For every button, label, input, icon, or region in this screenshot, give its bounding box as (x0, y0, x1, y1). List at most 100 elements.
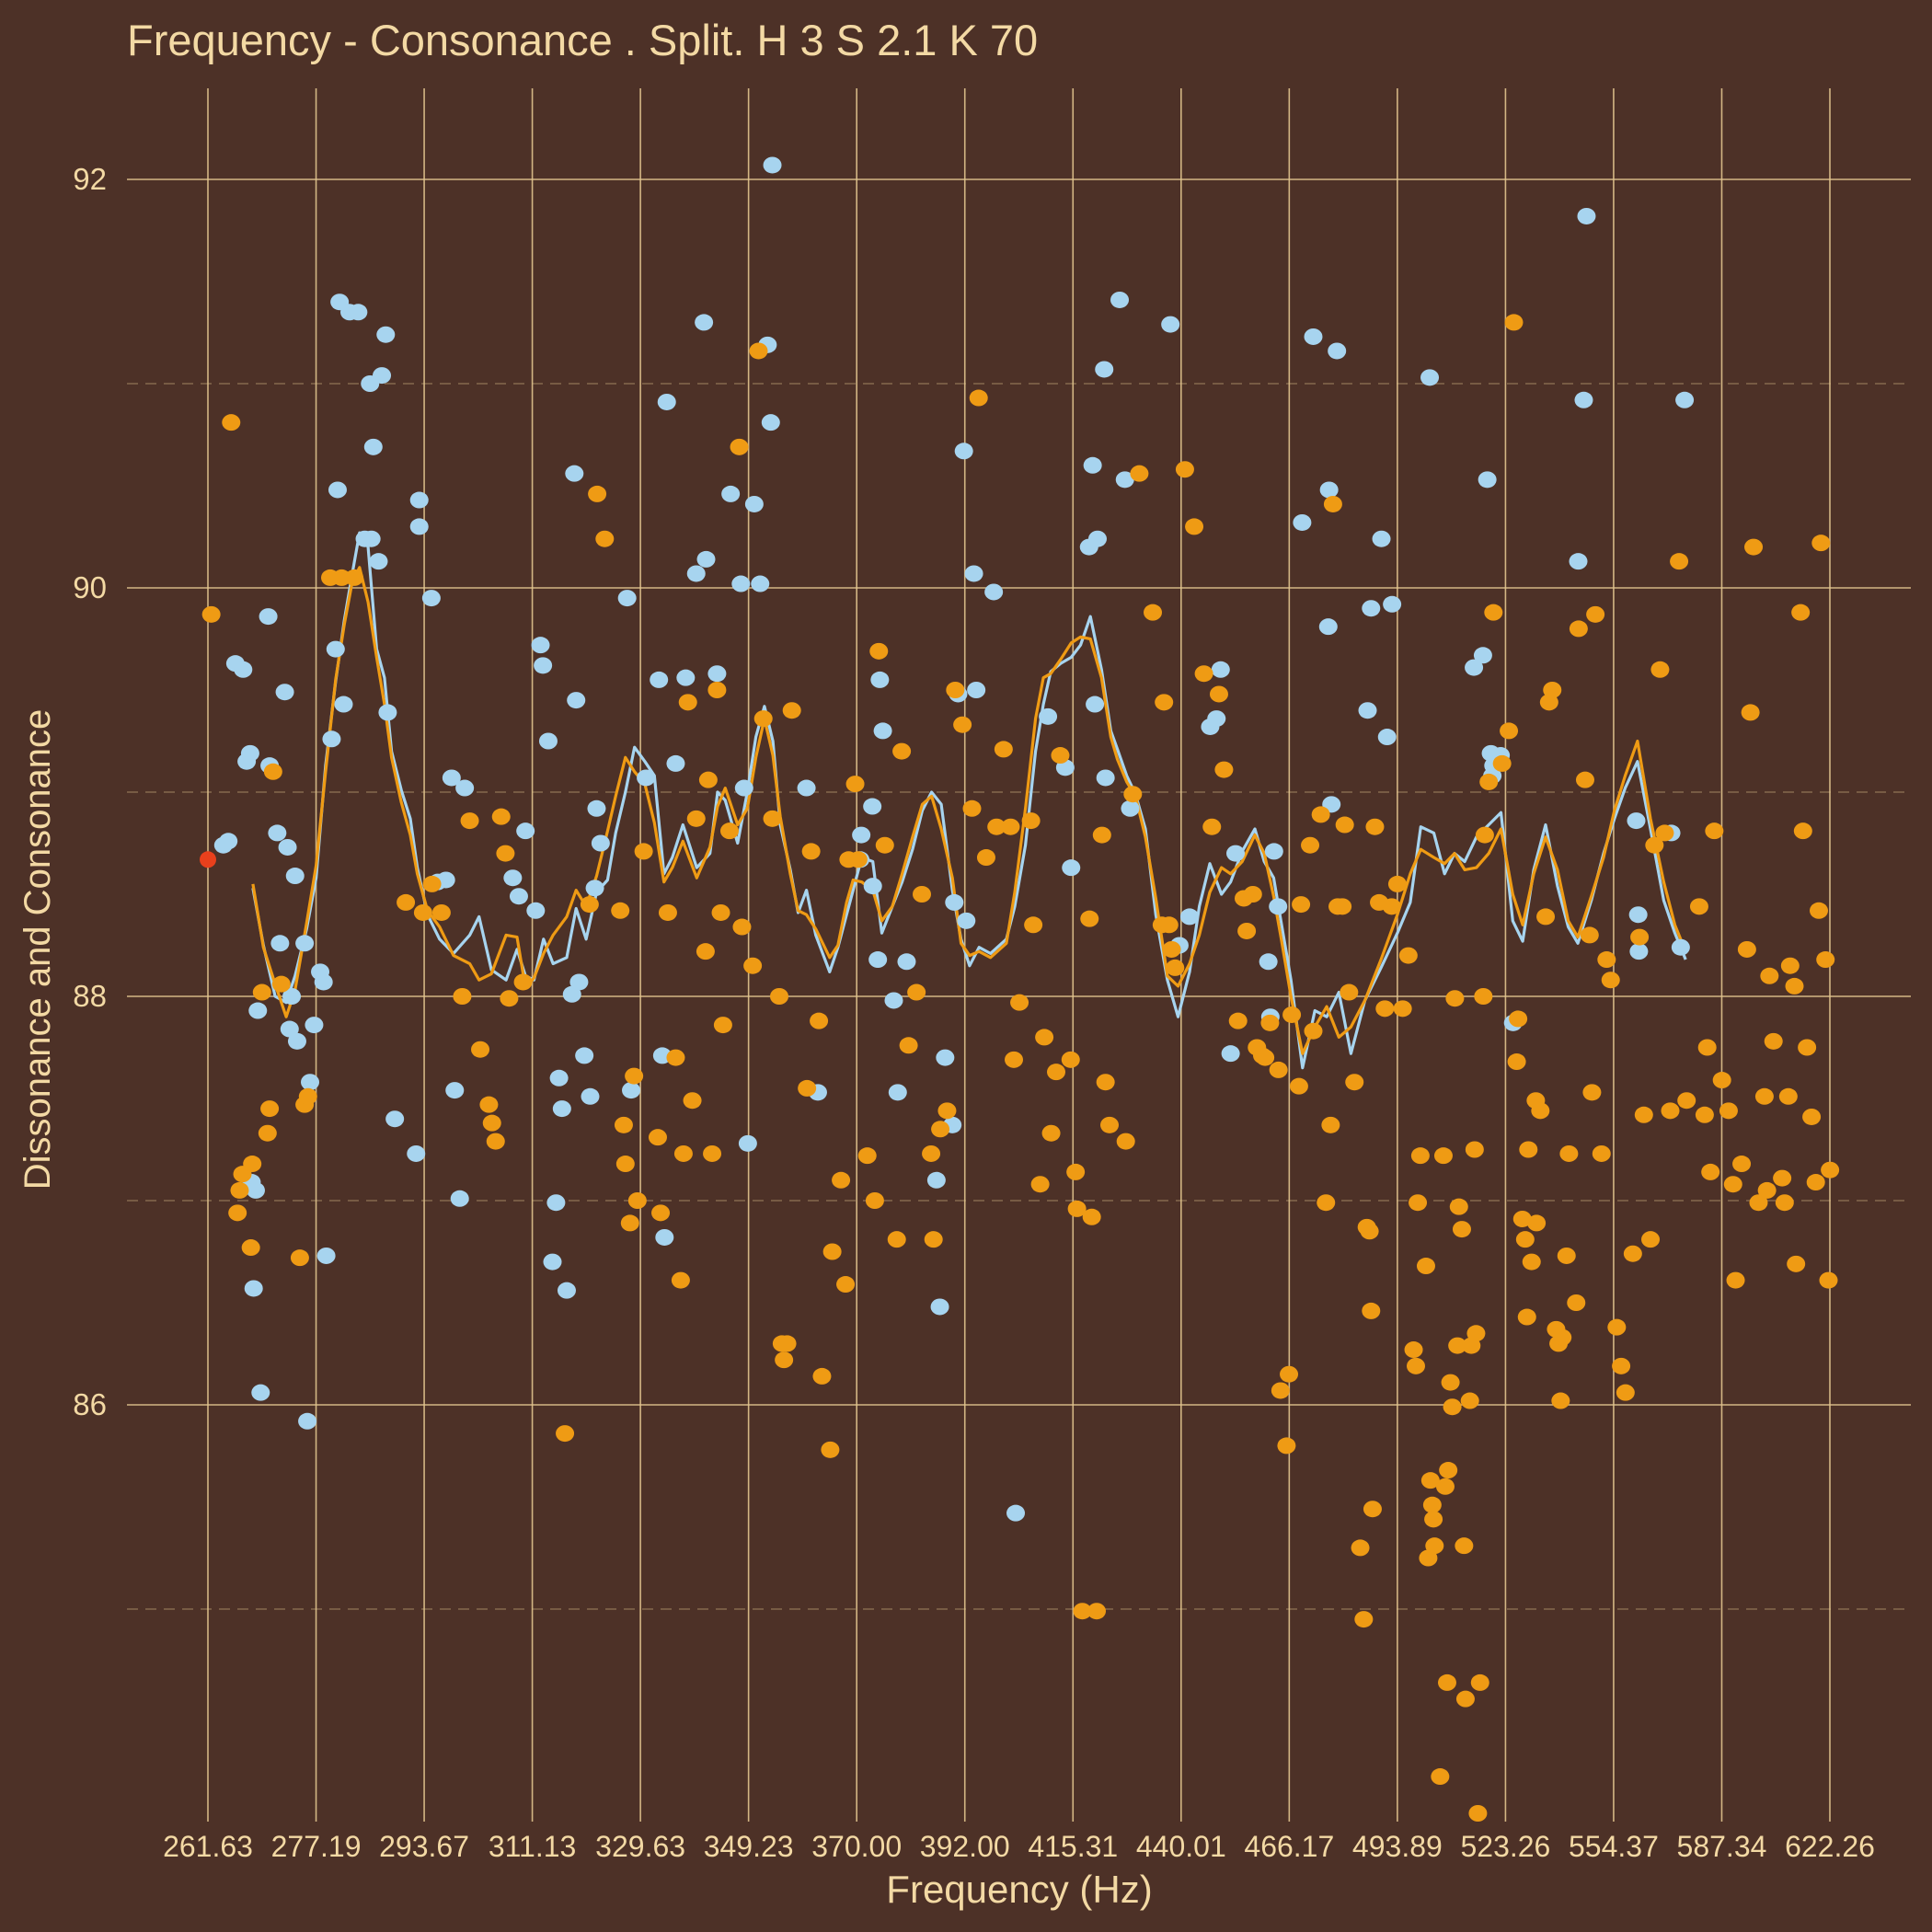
series-b-point (486, 1133, 505, 1150)
series-a-point (954, 443, 973, 460)
series-a-point (373, 367, 392, 385)
series-a-point (1318, 618, 1338, 636)
series-b-point (241, 1239, 260, 1257)
series-a-point (334, 696, 353, 713)
series-b-point (1522, 1253, 1541, 1271)
series-a-point (1226, 845, 1246, 862)
x-tick-label: 493.89 (1352, 1830, 1443, 1863)
series-a-point (622, 1082, 641, 1099)
series-b-point (1269, 1061, 1288, 1078)
series-a-point (888, 1084, 907, 1101)
series-b-point (1282, 1006, 1302, 1023)
series-a-point (326, 640, 345, 658)
series-a-point (1304, 328, 1323, 345)
series-a-point (1039, 707, 1058, 725)
series-b-point (1531, 1102, 1550, 1120)
series-b-point (1655, 824, 1674, 842)
series-a-point (1121, 799, 1140, 817)
series-b-point (924, 1231, 943, 1248)
series-b-point (1194, 665, 1213, 683)
series-b-point (907, 983, 926, 1001)
series-b-point (782, 702, 801, 719)
series-b-point (1449, 1198, 1468, 1215)
series-a-point (322, 730, 341, 748)
series-b-point (290, 1249, 309, 1267)
series-a-point (538, 732, 558, 750)
series-a-point (280, 1020, 299, 1038)
tick-labels: 261.63 277.19 293.67 311.13 329.63 349.23 370.… (73, 162, 1875, 1863)
series-a-point (666, 754, 685, 772)
series-b-point (1816, 951, 1835, 969)
series-a-point (585, 880, 604, 897)
series-b-point (1092, 826, 1111, 844)
series-b-point (1404, 1341, 1423, 1359)
series-b-point (711, 903, 730, 921)
series-b-point (810, 1012, 829, 1029)
series-a-point (1211, 661, 1230, 678)
series-a-point (565, 465, 584, 482)
series-b-point (611, 902, 630, 919)
series-b-point (1601, 972, 1620, 989)
series-a-point (436, 871, 455, 889)
series-b-point (413, 903, 432, 921)
series-b-point (1024, 916, 1043, 934)
series-b-point (620, 1214, 639, 1232)
series-a-point (575, 1047, 594, 1064)
series-b-point (1793, 822, 1812, 840)
series-a-point (617, 590, 637, 607)
series-b-point (703, 1144, 722, 1162)
series-b-point (848, 851, 868, 868)
series-a-line (251, 531, 1687, 1070)
series-a-point (534, 657, 553, 674)
series-a-point (957, 912, 976, 929)
series-b-point (588, 485, 607, 502)
series-a-point (591, 834, 610, 852)
series-b-point (832, 1171, 851, 1189)
series-b-point (1787, 1255, 1806, 1272)
series-b-point (698, 771, 718, 788)
series-b-point (1445, 990, 1465, 1007)
series-b-point (1130, 465, 1149, 482)
series-a-point (240, 744, 259, 762)
series-a-point (751, 575, 770, 592)
series-a-point (562, 985, 581, 1003)
series-a-point (1328, 342, 1347, 360)
series-b-point (263, 763, 282, 780)
series-a-point (1577, 207, 1596, 224)
series-b-point (1301, 836, 1320, 854)
series-b-point (1202, 818, 1222, 835)
series-b-point (1475, 826, 1494, 844)
series-b-point (1228, 1012, 1248, 1029)
series-b-point (1073, 1603, 1092, 1620)
series-b-point (1333, 898, 1352, 915)
series-a-point (1095, 361, 1114, 378)
series-b-point (1243, 886, 1262, 903)
series-b-point (1001, 818, 1020, 835)
series-a-point (219, 833, 238, 850)
series-b-point (1292, 896, 1311, 914)
series-a-point (734, 779, 753, 797)
series-b-point (1067, 1200, 1087, 1217)
series-b-point (1416, 1258, 1435, 1275)
series-b-point (1433, 1147, 1453, 1165)
series-a-point (268, 824, 287, 842)
series-a-point (552, 1100, 571, 1118)
series-b-point (1645, 836, 1664, 854)
series-b-point (1365, 818, 1385, 835)
series-a-point (278, 838, 297, 856)
series-b-point (1005, 1051, 1024, 1068)
series-a-point (295, 935, 315, 952)
series-b-point (243, 1156, 262, 1173)
series-b-point (1047, 1064, 1066, 1081)
series-b-point (500, 990, 519, 1007)
series-b-point (1443, 1398, 1462, 1416)
series-a-point (738, 1134, 757, 1152)
series-b-point (1821, 1161, 1840, 1179)
x-tick-label: 440.01 (1136, 1830, 1226, 1863)
series-b-point (625, 1067, 644, 1085)
series-b-point (1712, 1072, 1731, 1089)
highlight-point (200, 851, 216, 868)
series-a-point (945, 893, 964, 911)
series-b-point (1080, 910, 1099, 927)
